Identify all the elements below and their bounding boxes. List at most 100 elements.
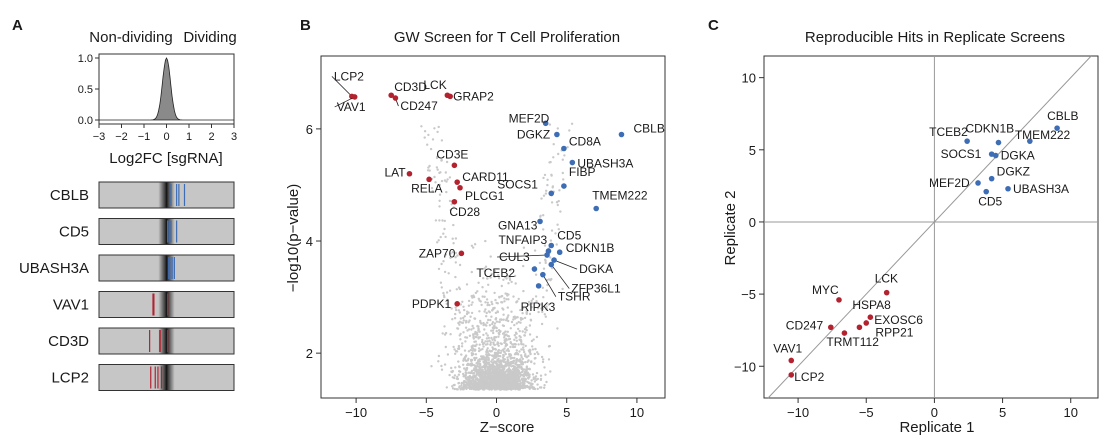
background-point xyxy=(484,265,488,268)
label-tnfaip3: TNFAIP3 xyxy=(498,233,547,247)
background-point xyxy=(513,334,516,337)
background-point xyxy=(557,199,560,203)
background-point xyxy=(464,383,468,386)
background-point xyxy=(490,336,493,340)
label-mef2d: MEF2D xyxy=(929,176,970,190)
background-point xyxy=(514,331,518,334)
background-point xyxy=(464,354,468,357)
background-point xyxy=(486,347,489,350)
background-point xyxy=(473,317,476,320)
background-point xyxy=(480,381,484,385)
density-y-tick-label: 0.5 xyxy=(78,84,93,96)
background-point xyxy=(502,308,505,311)
background-point xyxy=(561,171,564,175)
background-point xyxy=(517,379,520,383)
background-point xyxy=(512,373,515,377)
background-point xyxy=(453,374,457,377)
background-point xyxy=(481,286,484,289)
background-point xyxy=(454,237,458,240)
volcano-x-tick-label: 0 xyxy=(493,405,500,420)
background-point xyxy=(467,328,471,331)
background-point xyxy=(510,320,514,324)
panel-letter-a: A xyxy=(12,17,23,34)
background-point xyxy=(462,305,465,308)
background-point xyxy=(525,309,528,312)
gene-row-ubash3a xyxy=(98,254,235,282)
background-point xyxy=(484,343,488,346)
point-cd247 xyxy=(392,95,399,101)
label-lcp2: LCP2 xyxy=(334,69,364,83)
background-point xyxy=(528,303,531,306)
background-point xyxy=(514,379,517,383)
background-point xyxy=(518,388,521,391)
background-point xyxy=(507,314,510,317)
background-point xyxy=(443,270,447,274)
background-point xyxy=(436,130,439,134)
background-point xyxy=(535,300,538,303)
background-point xyxy=(515,339,518,342)
background-point xyxy=(504,387,507,390)
background-point xyxy=(570,122,574,126)
background-point xyxy=(497,342,500,345)
point-cd3d xyxy=(388,92,395,99)
point-hspa8 xyxy=(867,314,874,320)
background-point xyxy=(463,367,466,370)
background-point xyxy=(500,370,503,373)
background-point xyxy=(483,310,486,313)
background-point xyxy=(490,380,494,384)
background-point xyxy=(503,336,506,339)
background-point xyxy=(535,335,539,339)
density-x-tick-label: −1 xyxy=(138,131,151,143)
background-point xyxy=(545,305,548,308)
background-point xyxy=(484,370,487,374)
background-point xyxy=(515,352,518,356)
background-point xyxy=(507,282,510,285)
background-point xyxy=(454,312,457,316)
replicate-y-tick-label: 5 xyxy=(749,143,756,158)
reference-line-diagonal xyxy=(767,55,1092,399)
background-point xyxy=(451,370,454,374)
background-point xyxy=(501,359,504,363)
background-point xyxy=(457,381,461,385)
background-point xyxy=(506,330,509,333)
panel-a: Non-dividing Dividing Log2FC [sgRNA] 0.0… xyxy=(19,29,237,391)
background-point xyxy=(532,386,536,389)
background-point xyxy=(548,344,551,348)
background-point xyxy=(490,354,494,357)
background-point xyxy=(528,324,532,327)
background-point xyxy=(497,274,500,277)
background-point xyxy=(526,385,529,389)
background-point xyxy=(477,328,480,331)
label-vav1: VAV1 xyxy=(773,341,802,355)
background-point xyxy=(493,306,496,310)
gene-row-vav1 xyxy=(98,291,235,318)
background-point xyxy=(480,303,483,307)
background-point xyxy=(457,344,461,348)
volcano-y-tick-label: 4 xyxy=(306,234,313,249)
label-leader-cul3 xyxy=(497,254,548,258)
background-point xyxy=(482,360,485,364)
background-point xyxy=(470,244,474,247)
background-point xyxy=(529,319,533,322)
label-hspa8: HSPA8 xyxy=(852,298,891,312)
background-point xyxy=(451,376,454,379)
background-point xyxy=(497,354,500,358)
background-point xyxy=(519,308,522,312)
background-point xyxy=(458,263,462,267)
background-point xyxy=(487,283,490,286)
background-point xyxy=(497,364,501,367)
background-point xyxy=(456,327,459,330)
point-cblb xyxy=(618,131,625,138)
background-point xyxy=(523,370,526,374)
background-point xyxy=(471,296,474,299)
background-point xyxy=(452,242,455,245)
background-point xyxy=(463,315,466,318)
panel-letter-b: B xyxy=(300,17,311,34)
background-point xyxy=(465,368,468,372)
background-point xyxy=(534,348,537,351)
background-point xyxy=(490,386,493,389)
background-point xyxy=(459,338,462,341)
point-trmt112 xyxy=(841,330,848,336)
gene-label-cd5: CD5 xyxy=(59,224,89,241)
background-point xyxy=(533,249,537,252)
